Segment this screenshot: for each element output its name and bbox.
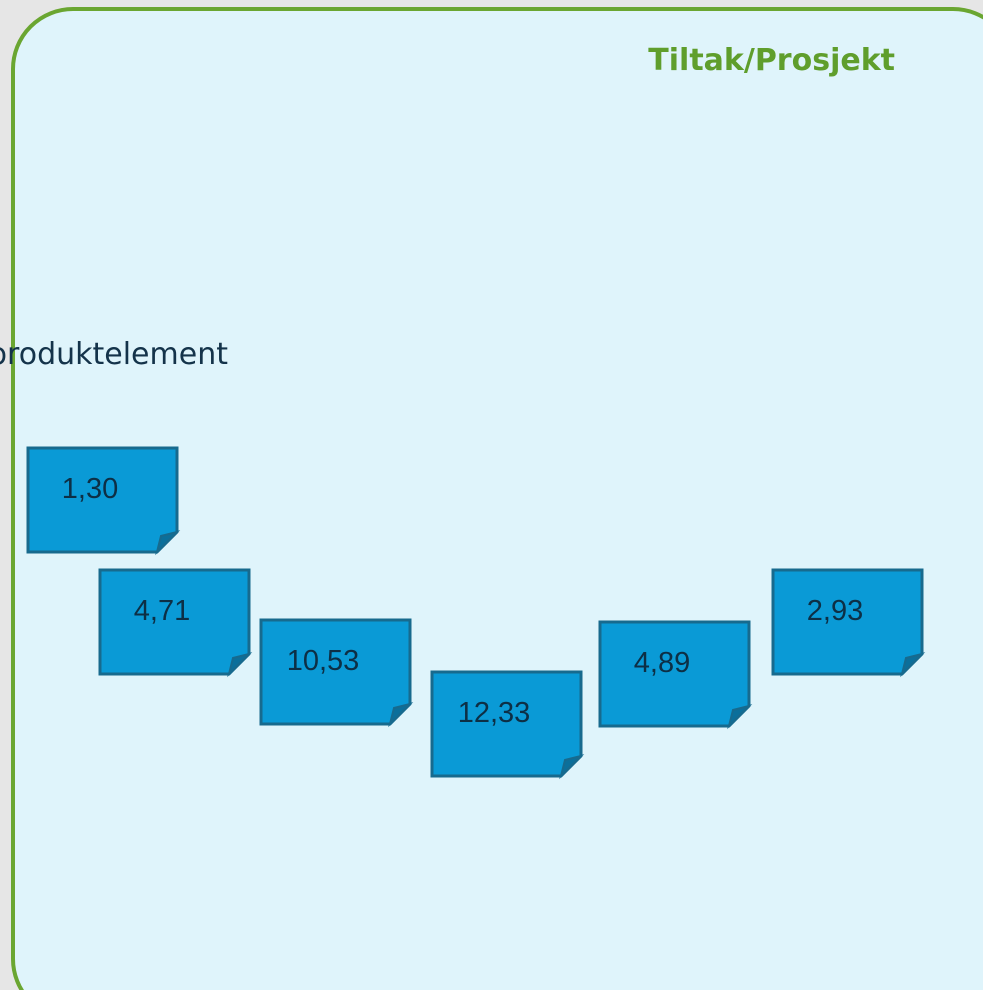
note: 4,89: [598, 620, 753, 730]
note-fold: [388, 702, 414, 728]
note: 2,93: [771, 568, 926, 678]
note-value: 10,53: [287, 645, 360, 677]
note: 10,53: [259, 618, 414, 728]
note-fold: [559, 754, 585, 780]
panel-title: Tiltak/Prosjekt: [648, 43, 895, 78]
panel: [11, 7, 983, 990]
note-fold: [227, 652, 253, 678]
note: 4,71: [98, 568, 253, 678]
note-value: 4,89: [634, 647, 690, 679]
note-value: 12,33: [458, 697, 531, 729]
note-fold: [727, 704, 753, 730]
element-label: produktelement: [0, 337, 228, 372]
note-fold: [900, 652, 926, 678]
note: 1,30: [26, 446, 181, 556]
notes: 1,30 4,71 10,53 12,33 4,89 2,93: [26, 446, 926, 780]
note-value: 1,30: [62, 473, 118, 505]
note-value: 4,71: [134, 595, 190, 627]
note: 12,33: [430, 670, 585, 780]
note-value: 2,93: [807, 595, 863, 627]
note-fold: [155, 530, 181, 556]
